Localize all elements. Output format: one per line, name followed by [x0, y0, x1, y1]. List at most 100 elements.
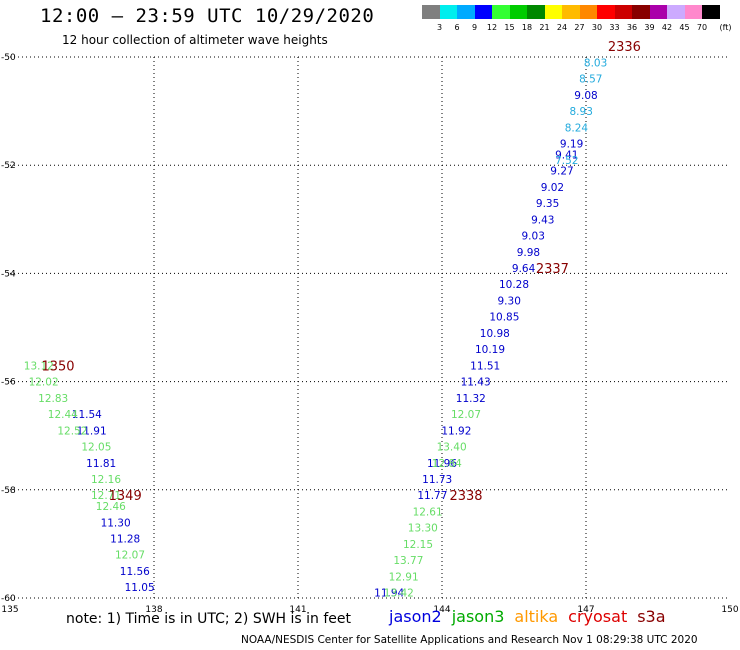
swh-data-label: 11.05	[125, 582, 155, 594]
swh-data-label: 12.07	[451, 409, 481, 421]
swh-data-label: 12.61	[413, 506, 443, 518]
swh-data-label: 11.77	[417, 490, 447, 502]
swh-data-label: 9.35	[536, 198, 559, 210]
x-tick-label: 138	[145, 605, 162, 615]
pass-number-label: 2336	[608, 40, 641, 55]
color-scale-label: 33	[609, 23, 620, 32]
color-swatch	[649, 5, 667, 19]
pass-number-label: 1349	[109, 489, 142, 504]
legend-entry: altika	[514, 607, 559, 626]
color-scale-label: 36	[626, 23, 638, 32]
color-swatch	[597, 5, 615, 19]
legend-entry: s3a	[637, 607, 666, 626]
color-swatch	[562, 5, 580, 19]
footnote: note: 1) Time is in UTC; 2) SWH is in fe…	[66, 611, 352, 627]
swh-data-label: 9.02	[541, 182, 564, 194]
y-tick-label: -52	[1, 161, 16, 171]
swh-data-label: 8.57	[579, 74, 602, 86]
swh-data-label: 9.41	[555, 149, 578, 161]
swh-data-label: 11.94	[374, 588, 404, 600]
color-swatch	[509, 5, 527, 19]
swh-data-label: 8.93	[570, 106, 593, 118]
swh-data-label: 12.07	[115, 550, 145, 562]
color-scale-label: 3	[436, 23, 443, 32]
swh-data-label: 7.52	[555, 155, 578, 167]
color-swatch	[544, 5, 562, 19]
credit-line: NOAA/NESDIS Center for Satellite Applica…	[241, 634, 698, 646]
y-tick-label: -54	[1, 269, 16, 279]
y-tick-label: -50	[1, 53, 16, 63]
x-tick-label: 141	[289, 605, 306, 615]
swh-data-label: 13.40	[437, 442, 467, 454]
swh-data-label: 9.30	[498, 295, 521, 307]
y-tick-label: -60	[1, 594, 16, 604]
swh-data-label: 12.15	[403, 539, 433, 551]
chart-subtitle: 12 hour collection of altimeter wave hei…	[62, 33, 328, 47]
color-scale-label: 27	[574, 23, 585, 32]
color-swatch	[457, 5, 475, 19]
swh-data-label: 12.83	[38, 393, 68, 405]
swh-data-label: 11.28	[110, 533, 140, 545]
color-scale-unit: (ft)	[719, 23, 732, 32]
swh-data-label: 11.91	[77, 425, 107, 437]
swh-data-label: 11.32	[456, 393, 486, 405]
color-scale-label: 9	[471, 23, 478, 32]
x-tick-label: 150	[721, 605, 738, 615]
swh-data-label: 13.77	[393, 555, 423, 567]
swh-data-label: 11.73	[422, 474, 452, 486]
pass-number-label: 2337	[536, 262, 569, 277]
swh-data-label: 11.51	[470, 360, 500, 372]
swh-data-label: 13.12	[24, 360, 54, 372]
swh-data-label: 9.98	[517, 247, 540, 259]
swh-data-label: 12.46	[96, 501, 126, 513]
color-scale-label: 42	[661, 23, 673, 32]
swh-data-label: 9.08	[574, 90, 597, 102]
swh-data-label: 9.43	[531, 214, 554, 226]
swh-data-label: 9.64	[512, 263, 536, 275]
swh-data-label: 13.42	[384, 588, 414, 600]
color-scale-label: 18	[521, 23, 533, 32]
color-scale-label: 24	[556, 23, 568, 32]
color-scale-label: 15	[504, 23, 515, 32]
color-swatch	[474, 5, 492, 19]
color-scale-label: 70	[696, 23, 708, 32]
swh-data-label: 11.43	[461, 377, 491, 389]
swh-data-label: 12.71	[91, 490, 121, 502]
swh-data-label: 8.03	[584, 57, 607, 69]
swh-data-label: 13.30	[408, 523, 438, 535]
swh-data-label: 9.27	[550, 166, 573, 178]
color-swatch	[667, 5, 685, 19]
color-swatch	[684, 5, 702, 19]
color-swatch	[614, 5, 632, 19]
swh-data-label: 12.05	[81, 442, 111, 454]
swh-data-label: 11.81	[86, 458, 116, 470]
swh-data-label: 9.03	[522, 231, 545, 243]
swh-data-label: 9.19	[560, 139, 583, 151]
swh-data-label: 11.96	[427, 458, 457, 470]
legend-entry: jason2	[389, 607, 442, 626]
color-swatch	[492, 5, 510, 19]
swh-data-label: 12.52	[57, 425, 87, 437]
pass-number-label: 1350	[41, 359, 74, 374]
swh-data-label: 11.92	[441, 425, 471, 437]
y-tick-label: -58	[1, 486, 16, 496]
color-scale-label: 6	[454, 23, 460, 32]
color-scale-label: 12	[486, 23, 498, 32]
swh-data-label: 11.54	[72, 409, 102, 421]
color-swatch	[702, 5, 720, 19]
x-tick-label: 144	[433, 605, 450, 615]
swh-data-label: 12.16	[91, 474, 121, 486]
swh-data-label: 12.91	[389, 571, 419, 583]
color-swatch	[632, 5, 650, 19]
swh-data-label: 10.85	[489, 312, 519, 324]
swh-data-label: 11.56	[120, 566, 150, 578]
color-swatch	[422, 5, 440, 19]
swh-data-label: 10.98	[480, 328, 510, 340]
chart-title: 12:00 – 23:59 UTC 10/29/2020	[40, 5, 375, 27]
swh-data-label: 12.44	[48, 409, 78, 421]
swh-data-label: 11.30	[101, 517, 131, 529]
swh-data-label: 12.02	[29, 377, 59, 389]
legend-entry: jason3	[451, 607, 505, 626]
x-tick-label: 147	[577, 605, 594, 615]
